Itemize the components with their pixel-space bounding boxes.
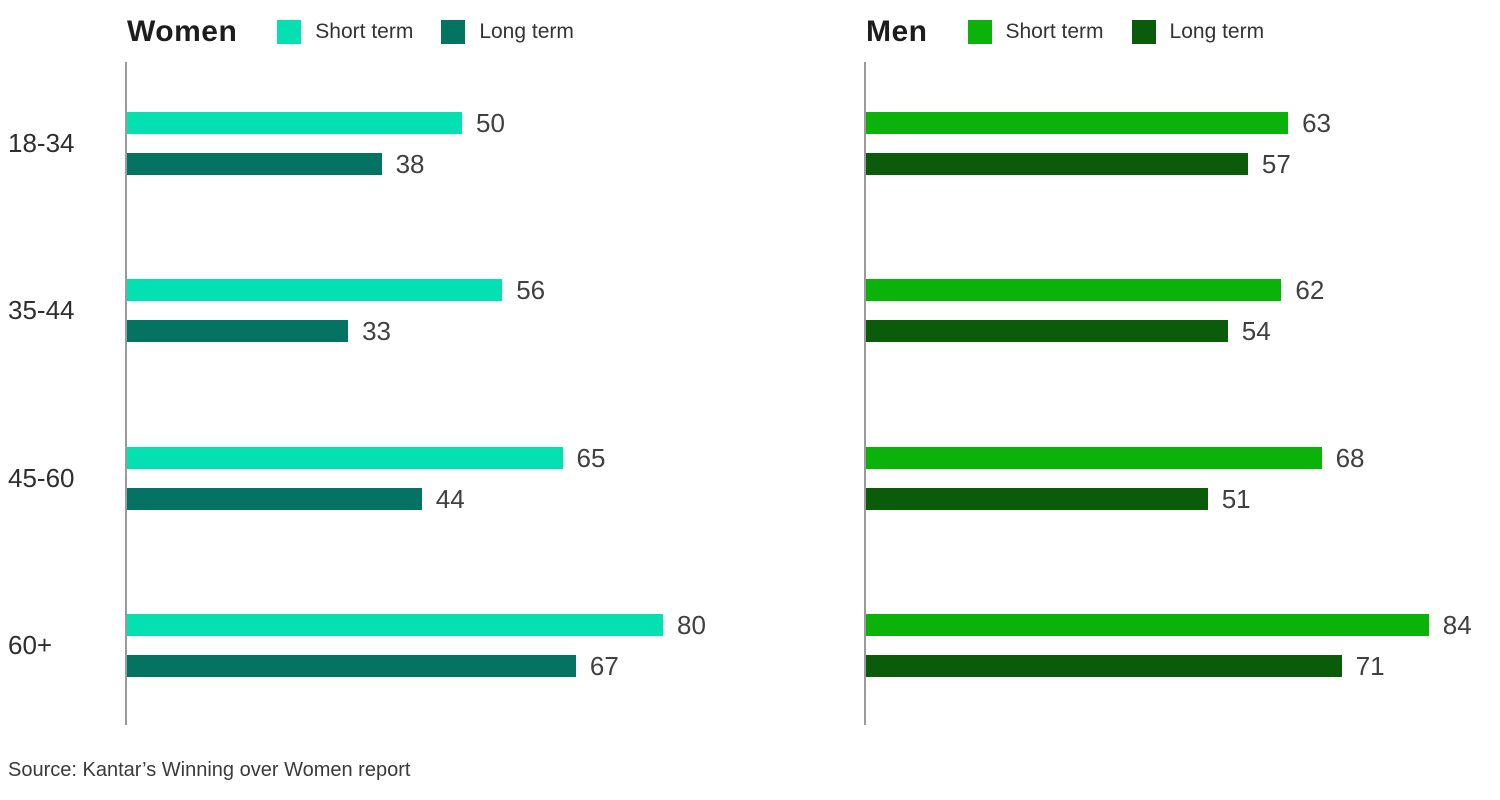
category-label-35-44: 35-44 xyxy=(8,295,75,326)
legend-item-women-long-term: Long term xyxy=(441,20,574,44)
bar-row: 80 xyxy=(127,609,797,640)
bar-men-long-term-60+ xyxy=(866,654,1342,677)
bar-men-short-term-18-34 xyxy=(866,112,1289,134)
bar-row: 67 xyxy=(127,650,797,681)
category-label-45-60: 45-60 xyxy=(8,462,75,493)
bar-value-label: 38 xyxy=(395,149,425,179)
bar-value-label: 84 xyxy=(1442,609,1472,640)
bar-value-label: 51 xyxy=(1221,483,1251,514)
bar-value-label: 80 xyxy=(677,609,706,640)
bar-group-men-18-34: 63 57 xyxy=(866,108,1500,179)
legend-swatch-short-term-icon xyxy=(277,20,302,44)
bar-value-label: 33 xyxy=(362,316,392,347)
chart-header-women: Women Short term Long term xyxy=(127,12,574,52)
bar-value-label: 50 xyxy=(476,108,505,138)
bar-men-short-term-45-60 xyxy=(866,446,1322,469)
bar-row: 33 xyxy=(127,316,797,347)
bar-group-women-45-60: 65 44 xyxy=(127,442,797,514)
category-label-18-34: 18-34 xyxy=(8,128,75,158)
bar-row: 38 xyxy=(127,149,797,179)
legend-label-long-term: Long term xyxy=(1169,20,1265,43)
legend-swatch-long-term-icon xyxy=(1131,20,1156,44)
bar-value-label: 56 xyxy=(516,275,546,306)
bar-men-long-term-45-60 xyxy=(866,487,1208,510)
legend-item-women-short-term: Short term xyxy=(277,20,413,44)
bar-women-long-term-60+ xyxy=(127,654,576,677)
bar-row: 51 xyxy=(866,483,1500,514)
bar-men-short-term-35-44 xyxy=(866,279,1282,302)
bar-women-long-term-18-34 xyxy=(127,153,382,175)
bar-value-label: 54 xyxy=(1241,316,1271,347)
bar-women-short-term-18-34 xyxy=(127,112,462,134)
legend-label-long-term: Long term xyxy=(479,20,574,43)
bar-group-men-35-44: 62 54 xyxy=(866,275,1500,347)
bar-row: 54 xyxy=(866,316,1500,347)
plot-area-men: 63 57 62 54 68 51 84 71 xyxy=(864,62,1500,725)
source-note: Source: Kantar’s Winning over Women repo… xyxy=(8,759,411,781)
bar-value-label: 44 xyxy=(435,483,465,514)
bar-value-label: 63 xyxy=(1302,108,1332,138)
bar-group-men-60+: 84 71 xyxy=(866,609,1500,681)
bar-group-men-45-60: 68 51 xyxy=(866,442,1500,514)
bar-row: 71 xyxy=(866,650,1500,681)
bar-row: 57 xyxy=(866,149,1500,179)
chart-header-men: Men Short term Long term xyxy=(866,12,1264,52)
bar-men-short-term-60+ xyxy=(866,613,1429,636)
category-axis-labels: 18-34 35-44 45-60 60+ xyxy=(8,62,118,725)
chart-title-women: Women xyxy=(127,15,238,48)
bar-row: 62 xyxy=(866,275,1500,306)
legend-item-men-short-term: Short term xyxy=(967,20,1104,44)
bar-row: 65 xyxy=(127,442,797,473)
bar-women-short-term-45-60 xyxy=(127,446,563,469)
legend-swatch-long-term-icon xyxy=(441,20,466,44)
bar-value-label: 65 xyxy=(576,442,606,473)
bar-men-long-term-35-44 xyxy=(866,320,1228,343)
bar-women-short-term-35-44 xyxy=(127,279,503,302)
bar-row: 50 xyxy=(127,108,797,138)
legend-label-short-term: Short term xyxy=(1005,20,1104,43)
bar-women-short-term-60+ xyxy=(127,613,663,636)
bar-group-women-18-34: 50 38 xyxy=(127,108,797,179)
bar-value-label: 71 xyxy=(1355,650,1385,681)
legend-swatch-short-term-icon xyxy=(967,20,992,44)
legend-item-men-long-term: Long term xyxy=(1131,20,1265,44)
bar-row: 84 xyxy=(866,609,1500,640)
bar-value-label: 67 xyxy=(589,650,619,681)
bar-row: 56 xyxy=(127,275,797,306)
legend-women: Short term Long term xyxy=(277,20,574,44)
bar-row: 63 xyxy=(866,108,1500,138)
plot-area-women: 50 38 56 33 65 44 80 67 xyxy=(125,62,797,725)
bar-value-label: 68 xyxy=(1335,442,1365,473)
bar-group-women-60+: 80 67 xyxy=(127,609,797,681)
category-label-60+: 60+ xyxy=(8,629,53,660)
bar-women-long-term-35-44 xyxy=(127,320,349,343)
legend-men: Short term Long term xyxy=(967,20,1265,44)
bar-group-women-35-44: 56 33 xyxy=(127,275,797,347)
bar-value-label: 62 xyxy=(1295,275,1325,306)
bar-men-long-term-18-34 xyxy=(866,153,1248,175)
bar-women-long-term-45-60 xyxy=(127,487,422,510)
bar-value-label: 57 xyxy=(1261,149,1291,179)
legend-label-short-term: Short term xyxy=(315,20,414,43)
chart-title-men: Men xyxy=(866,15,928,48)
bar-row: 44 xyxy=(127,483,797,514)
bar-row: 68 xyxy=(866,442,1500,473)
